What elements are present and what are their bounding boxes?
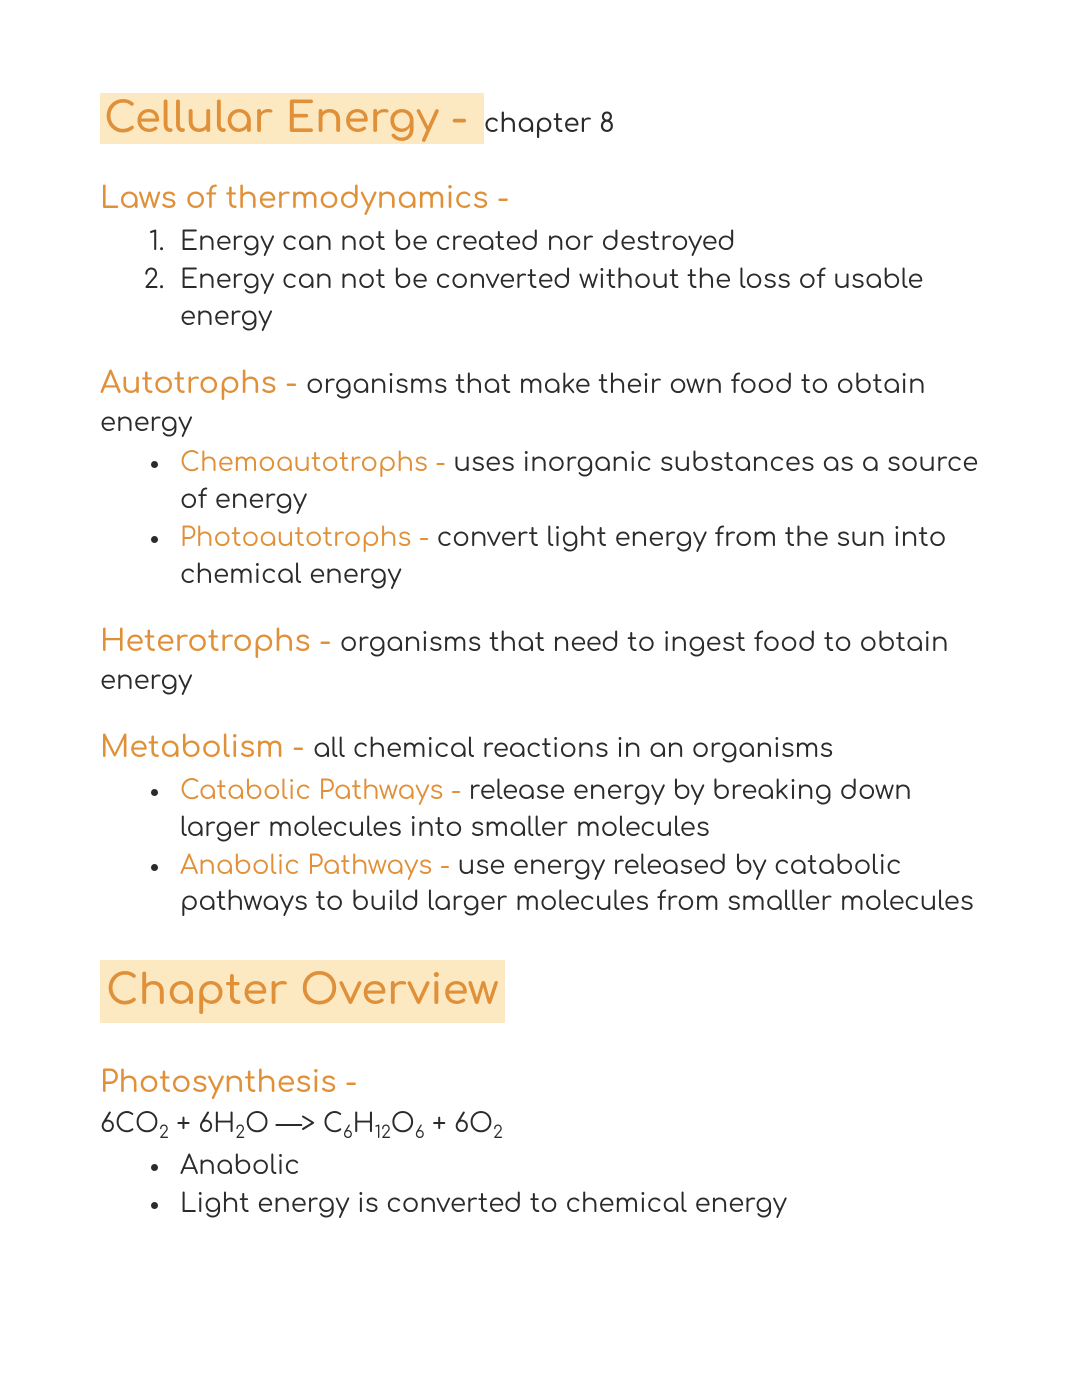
eq-sub: 6	[415, 1123, 425, 1142]
list-item: Anabolic	[172, 1149, 980, 1185]
chapter-subtitle: chapter 8	[484, 110, 615, 139]
chemoautotrophs-term: Chemoautotrophs -	[180, 449, 453, 478]
overview-heading: Chapter Overview	[100, 960, 505, 1023]
list-item: Chemoautotrophs - uses inorganic substan…	[172, 446, 980, 519]
list-item: Anabolic Pathways - use energy released …	[172, 849, 980, 922]
heterotrophs-heading: Heterotrophs -	[100, 626, 340, 659]
laws-heading: Laws of thermodynamics -	[100, 179, 980, 221]
eq-sub: 2	[493, 1123, 503, 1142]
eq-sub: 12	[375, 1123, 391, 1142]
page-title-line: Cellular Energy - chapter 8	[100, 90, 980, 149]
autotrophs-section: Autotrophs - organisms that make their o…	[100, 364, 980, 594]
metabolism-heading: Metabolism -	[100, 732, 313, 765]
eq-part: 6CO	[100, 1110, 159, 1139]
catabolic-term: Catabolic Pathways -	[180, 777, 469, 806]
metabolism-section: Metabolism - all chemical reactions in a…	[100, 728, 980, 922]
law-item: Energy can not be created nor destroyed	[172, 225, 980, 261]
autotrophs-heading: Autotrophs -	[100, 368, 306, 401]
photoautotrophs-term: Photoautotrophs -	[180, 524, 437, 553]
heterotrophs-section: Heterotrophs - organisms that need to in…	[100, 622, 980, 700]
photosynthesis-heading: Photosynthesis -	[100, 1063, 980, 1105]
photosynthesis-section: Photosynthesis - 6CO2 + 6H2O —> C6H12O6 …	[100, 1063, 980, 1224]
metabolism-line: Metabolism - all chemical reactions in a…	[100, 728, 980, 770]
laws-list: Energy can not be created nor destroyed …	[172, 225, 980, 336]
main-title: Cellular Energy -	[100, 93, 484, 144]
overview-heading-line: Chapter Overview	[100, 950, 980, 1063]
list-item: Light energy is converted to chemical en…	[172, 1187, 980, 1223]
autotrophs-line: Autotrophs - organisms that make their o…	[100, 364, 980, 442]
heterotrophs-line: Heterotrophs - organisms that need to in…	[100, 622, 980, 700]
list-item: Photoautotrophs - convert light energy f…	[172, 521, 980, 594]
eq-part: O	[391, 1110, 415, 1139]
anabolic-term: Anabolic Pathways -	[180, 852, 458, 881]
eq-part: H	[353, 1110, 375, 1139]
eq-sub: 6	[343, 1123, 353, 1142]
eq-sub: 2	[235, 1123, 245, 1142]
laws-section: Laws of thermodynamics - Energy can not …	[100, 179, 980, 336]
law-item: Energy can not be converted without the …	[172, 263, 980, 336]
eq-part: + 6O	[425, 1110, 493, 1139]
list-item: Catabolic Pathways - release energy by b…	[172, 774, 980, 847]
metabolism-def: all chemical reactions in an organisms	[313, 735, 833, 764]
photosynthesis-equation: 6CO2 + 6H2O —> C6H12O6 + 6O2	[100, 1107, 980, 1145]
eq-part: + 6H	[169, 1110, 235, 1139]
metabolism-list: Catabolic Pathways - release energy by b…	[172, 774, 980, 922]
autotrophs-list: Chemoautotrophs - uses inorganic substan…	[172, 446, 980, 594]
eq-sub: 2	[159, 1123, 169, 1142]
eq-part: O —> C	[245, 1110, 343, 1139]
photosynthesis-list: Anabolic Light energy is converted to ch…	[172, 1149, 980, 1224]
